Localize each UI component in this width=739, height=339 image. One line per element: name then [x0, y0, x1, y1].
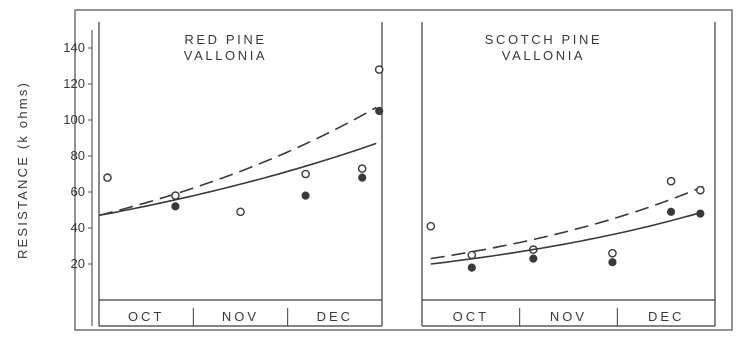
data-point-filled [666, 207, 676, 216]
data-point-open [301, 169, 310, 179]
panel-title-line-1: RED PINE [184, 32, 266, 47]
fit-curve-dashed [430, 185, 704, 260]
data-point-filled [301, 191, 310, 200]
month-label: DEC [648, 309, 684, 324]
data-point-open [103, 173, 112, 182]
data-point-filled [375, 106, 384, 116]
data-point-filled [529, 254, 538, 263]
panel-title-line-2: VALLONIA [184, 48, 267, 63]
month-label: DEC [317, 309, 353, 324]
data-point-filled [171, 202, 180, 211]
y-tick-label: 40 [71, 220, 85, 235]
data-point-open [608, 248, 617, 258]
data-point-open [236, 207, 245, 217]
y-tick-label: 20 [71, 256, 85, 271]
data-point-filled [467, 263, 476, 272]
data-point-open [357, 164, 367, 173]
data-point-open [374, 65, 384, 74]
data-point-filled [358, 173, 367, 182]
y-tick-label: 60 [71, 184, 85, 199]
data-point-filled [608, 258, 617, 267]
y-tick-label: 80 [71, 148, 85, 163]
y-tick-label: 140 [63, 40, 85, 55]
fit-curve-solid [98, 142, 377, 217]
data-point-open [467, 250, 477, 260]
fit-curve-dashed [98, 106, 377, 217]
fit-curve-solid [430, 211, 704, 265]
month-label: OCT [128, 309, 164, 324]
panel-title-line-1: SCOTCH PINE [485, 32, 602, 47]
panel-title-line-2: VALLONIA [502, 48, 585, 63]
data-point-open [426, 221, 436, 231]
y-axis-label: RESISTANCE (k ohms) [15, 81, 30, 259]
figure-frame [74, 9, 733, 331]
data-point-open [696, 185, 705, 195]
y-axis-ticks: 20 40 60 80 100 120 140 [63, 30, 93, 326]
data-point-open [666, 176, 676, 186]
data-point-filled [696, 209, 705, 218]
month-label: NOV [550, 309, 587, 324]
month-label: NOV [222, 309, 259, 324]
month-label: OCT [453, 309, 489, 324]
data-point-open [171, 191, 180, 200]
y-tick-label: 120 [63, 76, 85, 91]
y-tick-label: 100 [63, 112, 85, 127]
